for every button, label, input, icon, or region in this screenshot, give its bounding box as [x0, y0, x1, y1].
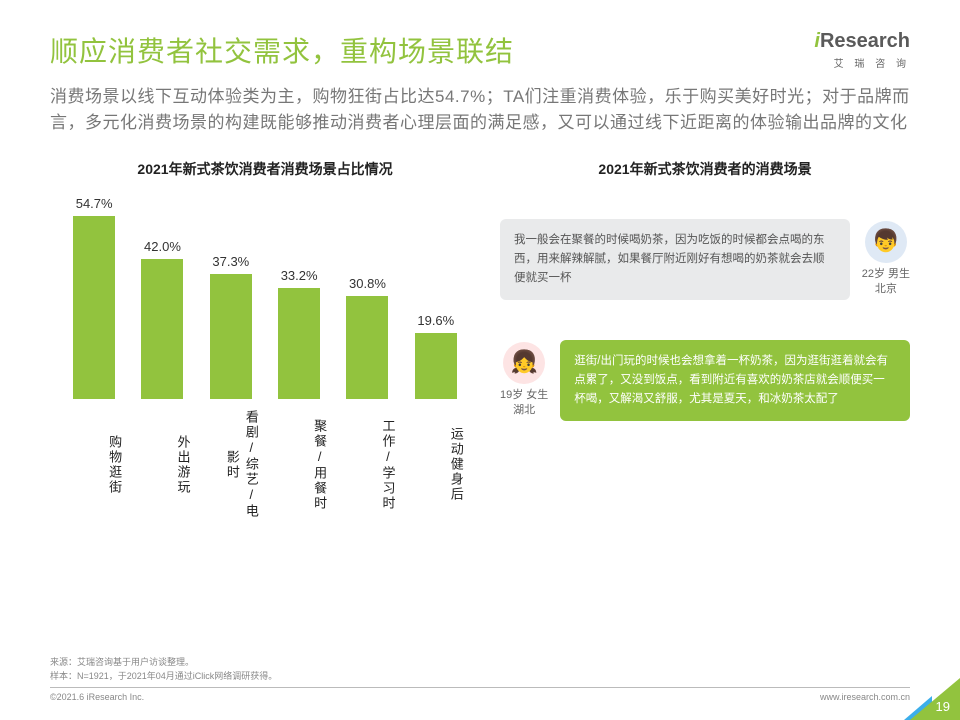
persona-line1: 19岁 女生: [500, 388, 548, 403]
logo-text: iResearch: [814, 30, 910, 53]
copyright: ©2021.6 iResearch Inc.: [50, 692, 144, 702]
x-axis-label: 运动健身后: [406, 405, 466, 525]
avatar-icon: 👧: [503, 342, 545, 384]
bar-rect: [141, 259, 183, 399]
right-title: 2021年新式茶饮消费者的消费场景: [500, 159, 910, 179]
x-axis-label: 工作/学习时: [337, 405, 397, 525]
bar-chart: 54.7% 42.0% 37.3% 33.2% 30.8% 19.6% 购物逛街…: [50, 199, 480, 459]
x-axis-label: 聚餐/用餐时: [269, 405, 329, 525]
persona: 👧 19岁 女生 湖北: [500, 342, 548, 419]
bar-0: 54.7%: [64, 196, 124, 398]
quote-block: 👧 19岁 女生 湖北 逛街/出门玩的时候也会想拿着一杯奶茶，因为逛街逛着就会有…: [500, 340, 910, 421]
source-line-2: 样本：N=1921，于2021年04月通过iClick网络调研获得。: [50, 670, 910, 684]
bar-value-label: 37.3%: [212, 254, 249, 269]
persona-line1: 22岁 男生: [862, 267, 910, 282]
quote-bubble: 逛街/出门玩的时候也会想拿着一杯奶茶，因为逛街逛着就会有点累了，又没到饭点，看到…: [560, 340, 910, 421]
bar-value-label: 33.2%: [281, 268, 318, 283]
x-axis-label: 购物逛街: [64, 405, 124, 525]
website: www.iresearch.com.cn: [820, 692, 910, 702]
x-axis-label: 看剧/综艺/电影时: [201, 405, 261, 525]
persona-line2: 湖北: [500, 403, 548, 418]
bar-rect: [278, 288, 320, 399]
source-line-1: 来源：艾瑞咨询基于用户访谈整理。: [50, 656, 910, 670]
bar-3: 33.2%: [269, 268, 329, 399]
bar-value-label: 54.7%: [76, 196, 113, 211]
avatar-icon: 👦: [865, 221, 907, 263]
quote-bubble: 我一般会在聚餐的时候喝奶茶，因为吃饭的时候都会点喝的东西，用来解辣解腻，如果餐厅…: [500, 219, 850, 300]
bar-rect: [415, 333, 457, 398]
page-title: 顺应消费者社交需求，重构场景联结: [50, 30, 514, 70]
bar-rect: [346, 296, 388, 399]
bar-rect: [210, 274, 252, 398]
bar-1: 42.0%: [132, 239, 192, 399]
bar-value-label: 30.8%: [349, 276, 386, 291]
bar-2: 37.3%: [201, 254, 261, 398]
persona: 👦 22岁 男生 北京: [862, 221, 910, 298]
x-axis-label: 外出游玩: [132, 405, 192, 525]
bar-value-label: 19.6%: [417, 313, 454, 328]
quote-block: 我一般会在聚餐的时候喝奶茶，因为吃饭的时候都会点喝的东西，用来解辣解腻，如果餐厅…: [500, 219, 910, 300]
page-number: 19: [936, 699, 950, 714]
logo: iResearch 艾 瑞 咨 询: [814, 30, 910, 70]
bar-rect: [73, 216, 115, 398]
persona-line2: 北京: [862, 282, 910, 297]
bar-5: 19.6%: [406, 313, 466, 398]
bar-4: 30.8%: [337, 276, 397, 399]
bar-value-label: 42.0%: [144, 239, 181, 254]
subtitle: 消费场景以线下互动体验类为主，购物狂街占比达54.7%；TA们注重消费体验，乐于…: [50, 84, 910, 137]
footer: 来源：艾瑞咨询基于用户访谈整理。 样本：N=1921，于2021年04月通过iC…: [50, 656, 910, 702]
logo-subtext: 艾 瑞 咨 询: [814, 55, 910, 70]
chart-title: 2021年新式茶饮消费者消费场景占比情况: [50, 159, 480, 179]
